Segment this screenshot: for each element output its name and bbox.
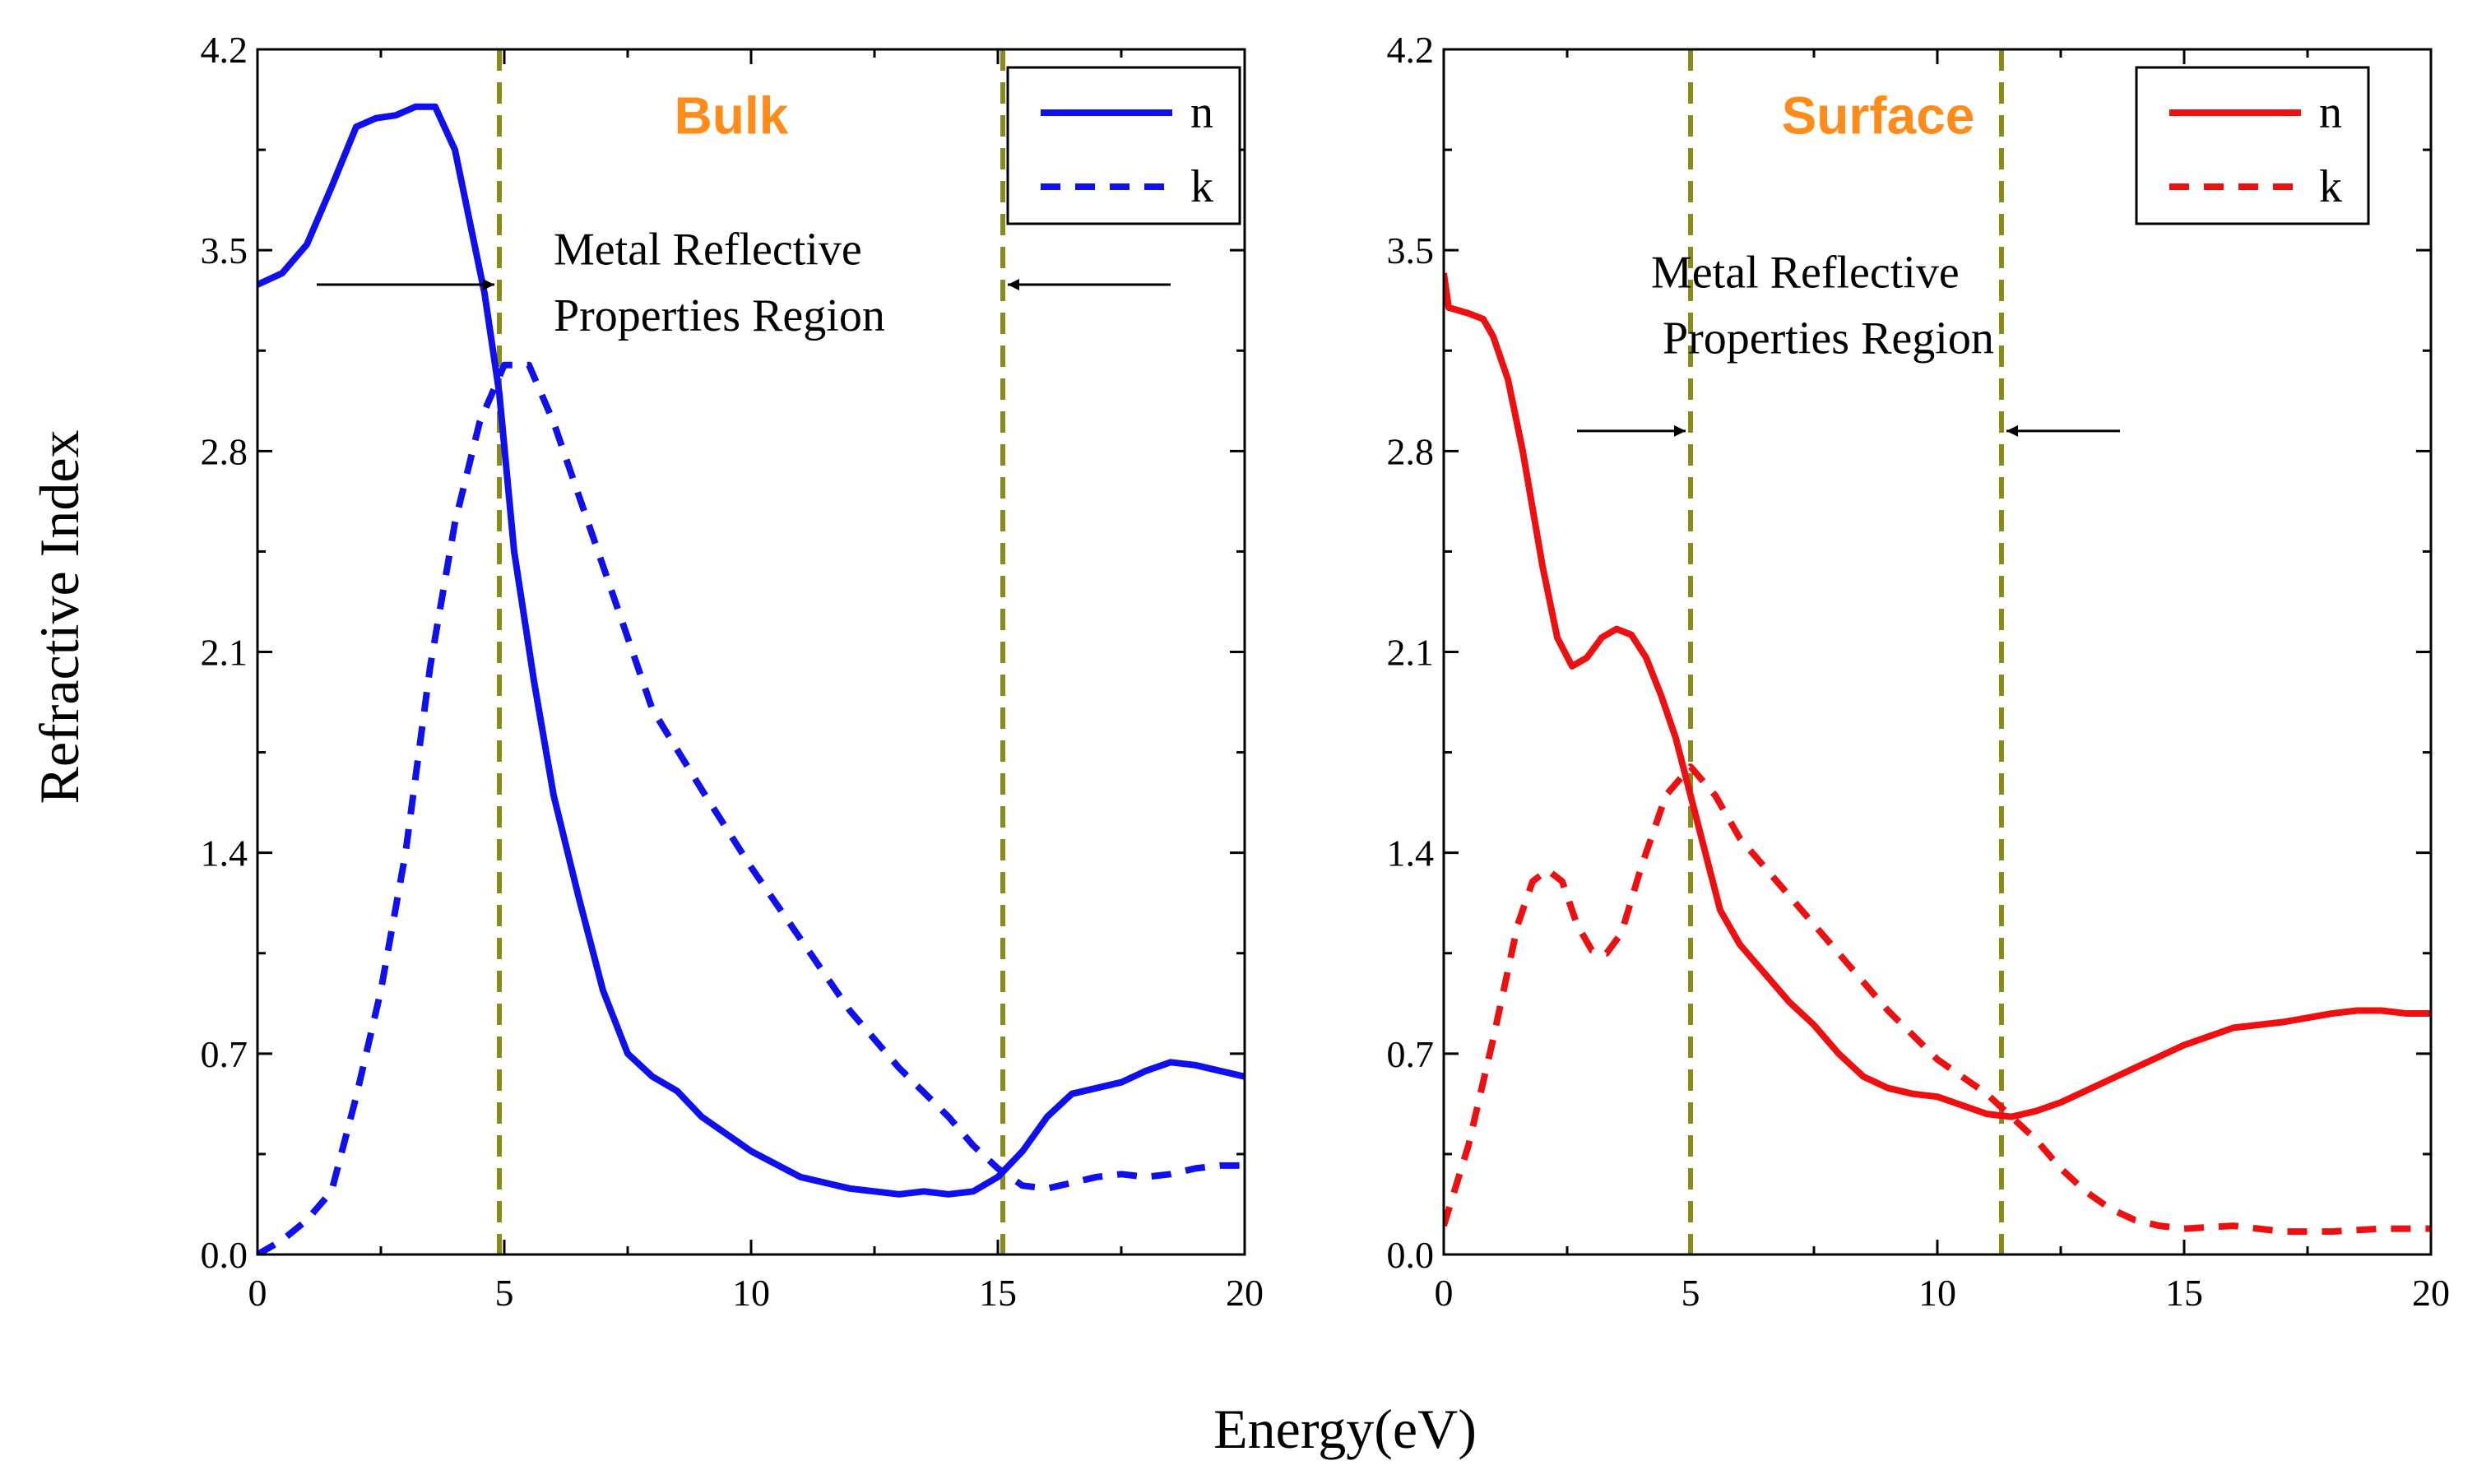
surface-plot-frame <box>1442 48 2433 1256</box>
bulk-legend-label-k: k <box>1190 161 1213 212</box>
bulk-ytick-label: 2.1 <box>201 632 248 674</box>
bulk-legend: nk <box>1006 66 1241 225</box>
surface-series-n-line <box>1444 272 2431 1120</box>
surface-panel-title: Surface <box>1782 86 1975 146</box>
bulk-xtick-label: 15 <box>979 1272 1017 1314</box>
surface-ytick-label: 0.7 <box>1387 1033 1435 1075</box>
surface-ytick-label: 2.1 <box>1387 632 1435 674</box>
surface-legend-label-k: k <box>2319 161 2342 212</box>
bulk-ytick-label: 0.7 <box>201 1033 248 1075</box>
surface-annotation-line2: Properties Region <box>1663 313 1994 364</box>
bulk-plot-frame <box>256 48 1246 1256</box>
surface-ytick-label: 4.2 <box>1387 29 1435 71</box>
bulk-annotation-line2: Properties Region <box>554 290 885 341</box>
surface-annotation-line1: Metal Reflective <box>1651 248 1960 299</box>
x-axis-title: Energy(eV) <box>1213 1398 1477 1460</box>
y-axis-title: Refractive Index <box>28 430 90 805</box>
surface-xtick-label: 0 <box>1435 1272 1454 1314</box>
bulk-series-n-line <box>257 103 1245 1198</box>
surface-ytick-label: 1.4 <box>1387 832 1435 874</box>
surface-ytick-label: 2.8 <box>1387 430 1435 472</box>
surface-xtick-label: 20 <box>2412 1272 2450 1314</box>
surface-legend-label-n: n <box>2319 87 2342 138</box>
bulk-ytick-label: 4.2 <box>201 29 248 71</box>
bulk-legend-box <box>1006 66 1241 225</box>
surface-xtick-label: 5 <box>1681 1272 1700 1314</box>
surface-legend: nk <box>2135 66 2370 225</box>
surface-xtick-label: 10 <box>1918 1272 1956 1314</box>
surface-xtick-label: 15 <box>2165 1272 2203 1314</box>
bulk-ytick-label: 0.0 <box>201 1234 248 1276</box>
surface-series-k-line <box>1444 763 2431 1236</box>
bulk-xtick-label: 0 <box>248 1272 267 1314</box>
surface-panel: 0.0 0.7 1.4 2.1 2.8 3.5 4.2 0 5 10 15 20 Metal Refle… <box>1387 29 2451 1314</box>
bulk-panel-title: Bulk <box>675 86 789 146</box>
bulk-annotation-line1: Metal Reflective <box>554 225 862 276</box>
surface-ytick-label: 0.0 <box>1387 1234 1435 1276</box>
surface-ytick-label: 3.5 <box>1387 230 1435 271</box>
surface-legend-box <box>2135 66 2370 225</box>
surface-series-group <box>1444 272 2431 1236</box>
bulk-ytick-label: 1.4 <box>201 832 248 874</box>
bulk-ytick-label: 3.5 <box>201 230 248 271</box>
bulk-ytick-label: 2.8 <box>201 430 248 472</box>
bulk-panel: 0.0 0.7 1.4 2.1 2.8 3.5 4.2 0 5 10 15 20 Metal Refle… <box>201 29 1264 1314</box>
bulk-xtick-label: 20 <box>1226 1272 1264 1314</box>
bulk-xtick-label: 10 <box>732 1272 770 1314</box>
bulk-series-k-line <box>257 361 1245 1254</box>
bulk-xtick-label: 5 <box>495 1272 514 1314</box>
bulk-legend-label-n: n <box>1190 87 1213 138</box>
bulk-series-group <box>257 103 1245 1254</box>
